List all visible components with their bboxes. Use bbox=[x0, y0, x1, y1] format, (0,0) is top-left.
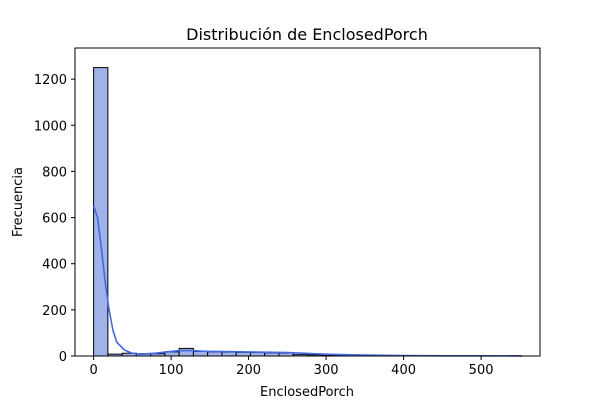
x-axis-label: EnclosedPorch bbox=[260, 385, 354, 400]
histogram-bar bbox=[235, 351, 251, 357]
y-tick-label: 0 bbox=[59, 350, 67, 365]
y-tick-label: 600 bbox=[42, 212, 67, 227]
y-tick-label: 1200 bbox=[34, 73, 67, 88]
y-tick-label: 200 bbox=[42, 304, 67, 319]
histogram-bar bbox=[207, 351, 223, 357]
histogram-bar bbox=[178, 347, 194, 357]
plot-area: 0 100 200 300 400 500 0 200 400 600 800 1000 1200 bbox=[34, 47, 541, 378]
histogram-bar bbox=[221, 351, 237, 357]
histogram-bar bbox=[249, 352, 266, 357]
kde-line bbox=[92, 205, 522, 357]
x-tick-label: 100 bbox=[159, 363, 184, 378]
x-tick-label: 0 bbox=[89, 363, 97, 378]
x-tick-label: 400 bbox=[391, 363, 416, 378]
y-tick-label: 400 bbox=[42, 258, 67, 273]
x-tick-label: 300 bbox=[314, 363, 339, 378]
y-axis-label: Frecuencia bbox=[11, 167, 26, 237]
chart-title: Distribución de EnclosedPorch bbox=[186, 25, 428, 44]
y-tick-label: 1000 bbox=[34, 119, 67, 134]
x-tick-label: 500 bbox=[469, 363, 494, 378]
plot-frame bbox=[74, 47, 541, 357]
x-tick-label: 200 bbox=[236, 363, 261, 378]
y-tick-label: 800 bbox=[42, 165, 67, 180]
